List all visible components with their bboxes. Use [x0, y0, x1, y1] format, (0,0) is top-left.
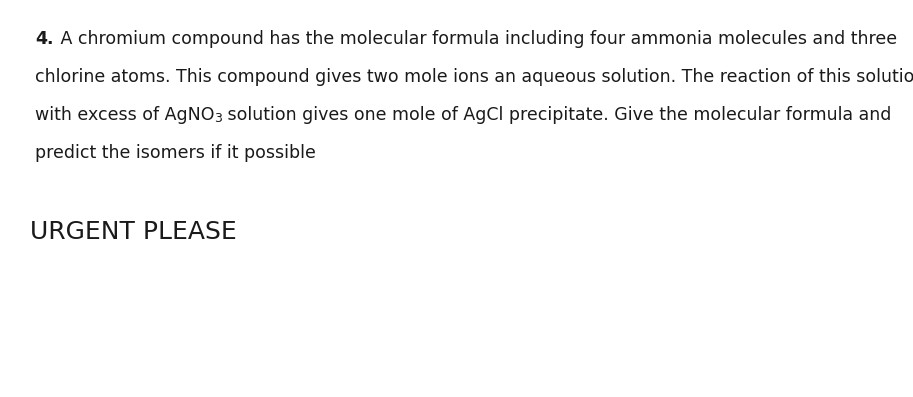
Text: A chromium compound has the molecular formula including four ammonia molecules a: A chromium compound has the molecular fo…: [56, 30, 897, 48]
Text: predict the isomers if it possible: predict the isomers if it possible: [35, 144, 316, 162]
Text: 3: 3: [215, 112, 223, 125]
Text: URGENT PLEASE: URGENT PLEASE: [30, 220, 236, 244]
Text: 4.: 4.: [35, 30, 54, 48]
Text: with excess of AgNO: with excess of AgNO: [35, 106, 215, 124]
Text: solution gives one mole of AgCl precipitate. Give the molecular formula and: solution gives one mole of AgCl precipit…: [223, 106, 892, 124]
Text: chlorine atoms. This compound gives two mole ions an aqueous solution. The react: chlorine atoms. This compound gives two …: [35, 68, 913, 86]
